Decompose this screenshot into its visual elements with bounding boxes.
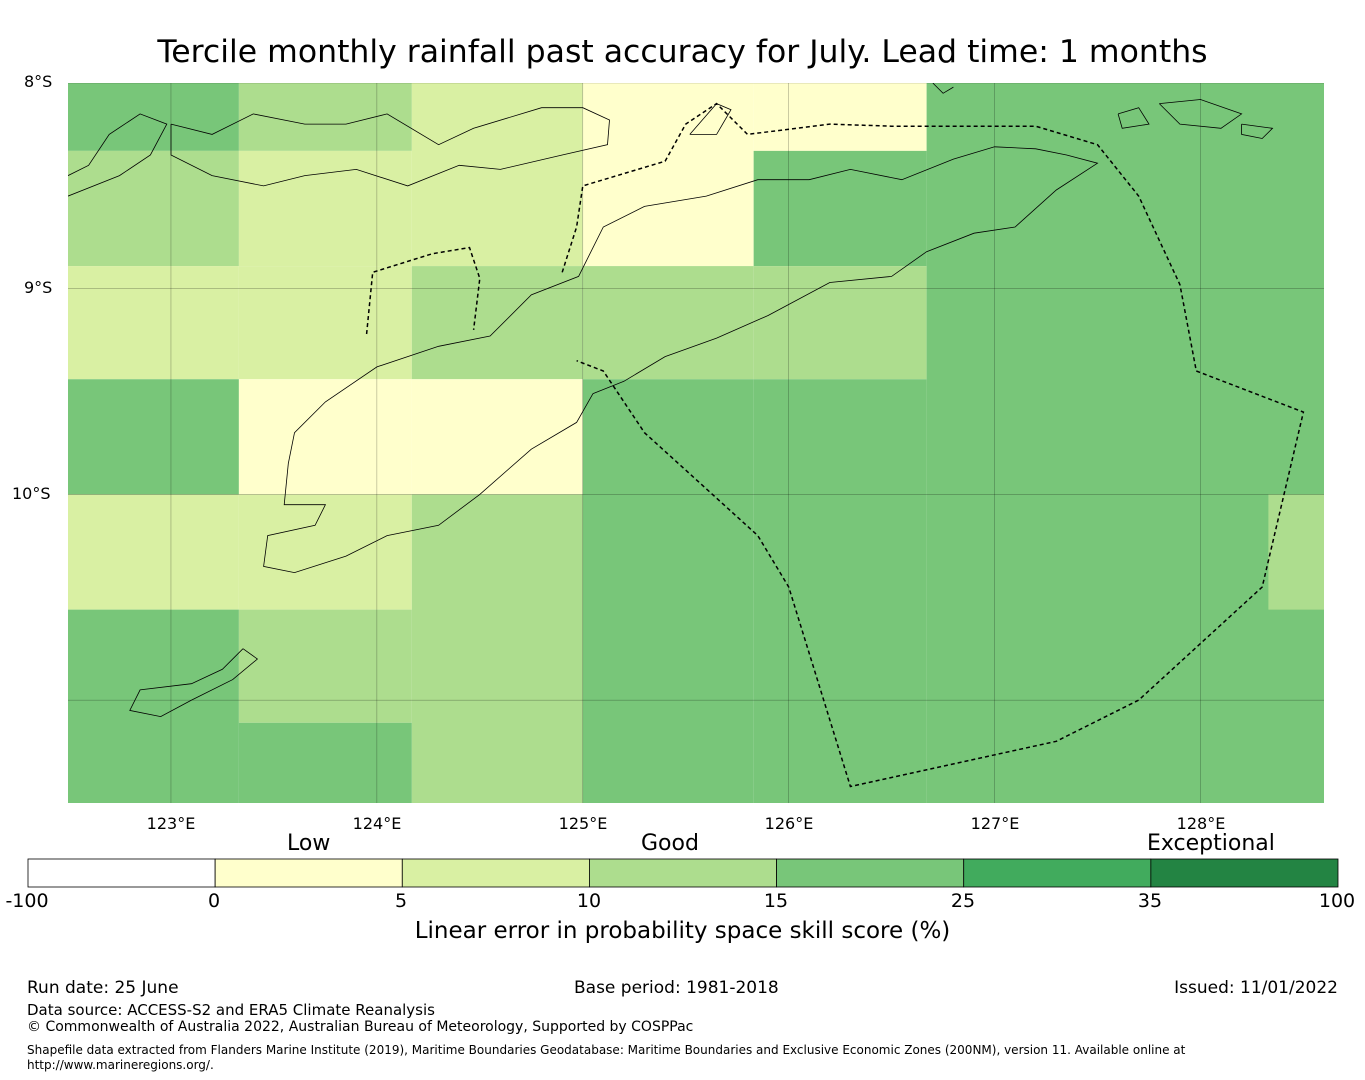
maritime-boundary [561, 102, 1305, 788]
colorbar-swatch [963, 858, 1152, 888]
skill-cell [238, 150, 412, 267]
colorbar-category-low: Low [287, 831, 331, 856]
skill-cell [411, 83, 583, 267]
colorbar-swatch [27, 858, 216, 888]
lon-label-128e: 128°E [1176, 814, 1226, 833]
colorbar-tick: 15 [763, 890, 789, 912]
skill-cell [68, 494, 239, 610]
skill-cell [68, 150, 239, 267]
skill-cell [411, 266, 583, 380]
colorbar-swatch [589, 858, 777, 888]
coastline [1159, 99, 1243, 129]
skill-cell [753, 379, 927, 803]
maritime-boundary [365, 246, 481, 335]
skill-cell [411, 379, 583, 495]
colorbar-tick: 5 [394, 890, 408, 912]
lon-label-124e: 124°E [352, 814, 402, 833]
skill-cell [582, 266, 754, 380]
coastline [1241, 123, 1274, 139]
coastline [170, 107, 610, 187]
skill-cell [68, 379, 239, 495]
colorbar-tick: 35 [1137, 890, 1163, 912]
coastline [68, 113, 168, 197]
coastline [263, 146, 1099, 574]
colorbar-swatch [776, 858, 965, 888]
skill-cell [753, 150, 927, 267]
skill-cell [238, 266, 412, 380]
skill-cell [238, 722, 412, 803]
colorbar-tick: 25 [950, 890, 976, 912]
colorbar [27, 858, 1339, 888]
issued-date: Issued: 11/01/2022 [1174, 978, 1338, 998]
run-date: Run date: 25 June [27, 978, 179, 998]
colorbar-tick: 100 [1318, 890, 1356, 912]
lat-label-10s: 10°S [12, 484, 51, 503]
skill-cell [68, 609, 239, 803]
colorbar-tick: 10 [576, 890, 602, 912]
skill-cell [68, 83, 239, 151]
data-source: Data source: ACCESS-S2 and ERA5 Climate … [27, 1001, 435, 1019]
colorbar-category-exceptional: Exceptional [1147, 831, 1275, 856]
skill-cell [582, 83, 754, 267]
copyright: © Commonwealth of Australia 2022, Austra… [27, 1019, 694, 1035]
skill-cell [238, 379, 412, 495]
colorbar-category-good: Good [641, 831, 699, 856]
lat-label-9s: 9°S [24, 278, 53, 297]
lon-label-123e: 123°E [146, 814, 196, 833]
coastline [129, 648, 259, 718]
coastline [689, 103, 732, 135]
shapefile-credit: Shapefile data extracted from Flanders M… [27, 1043, 1186, 1072]
colorbar-swatch [214, 858, 403, 888]
colorbar-swatch [401, 858, 590, 888]
skill-cell [1268, 494, 1324, 610]
skill-cell [582, 379, 754, 803]
rainfall-accuracy-map [68, 83, 1324, 803]
colorbar-tick: -100 [5, 890, 49, 912]
skill-cell [68, 266, 239, 380]
skill-cell [238, 83, 412, 151]
lon-label-126e: 126°E [764, 814, 814, 833]
colorbar-tick: 0 [207, 890, 221, 912]
skill-cell [238, 609, 412, 723]
base-period: Base period: 1981-2018 [574, 978, 779, 998]
skill-cell [753, 83, 927, 151]
skill-cell [411, 494, 583, 803]
colorbar-label: Linear error in probability space skill … [414, 918, 951, 944]
lon-label-127e: 127°E [970, 814, 1020, 833]
skill-cell [753, 266, 927, 380]
coastline [932, 83, 954, 94]
chart-title: Tercile monthly rainfall past accuracy f… [157, 34, 1208, 70]
skill-cell [926, 83, 1324, 803]
coastline [1117, 107, 1150, 129]
lon-label-125e: 125°E [558, 814, 608, 833]
colorbar-swatch [1150, 858, 1339, 888]
lat-label-8s: 8°S [24, 72, 53, 91]
skill-cell [238, 494, 412, 610]
